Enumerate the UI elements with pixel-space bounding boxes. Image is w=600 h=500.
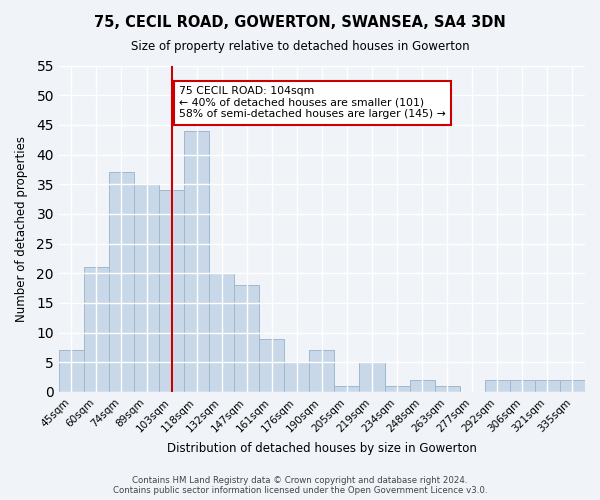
Bar — [485, 380, 510, 392]
Bar — [84, 268, 109, 392]
Bar — [410, 380, 434, 392]
X-axis label: Distribution of detached houses by size in Gowerton: Distribution of detached houses by size … — [167, 442, 477, 455]
Bar — [434, 386, 460, 392]
Bar — [334, 386, 359, 392]
Bar — [560, 380, 585, 392]
Bar — [359, 362, 385, 392]
Bar — [385, 386, 410, 392]
Y-axis label: Number of detached properties: Number of detached properties — [15, 136, 28, 322]
Bar — [59, 350, 84, 392]
Bar — [184, 131, 209, 392]
Bar — [159, 190, 184, 392]
Bar — [310, 350, 334, 392]
Bar — [109, 172, 134, 392]
Bar — [259, 338, 284, 392]
Text: Size of property relative to detached houses in Gowerton: Size of property relative to detached ho… — [131, 40, 469, 53]
Text: 75 CECIL ROAD: 104sqm
← 40% of detached houses are smaller (101)
58% of semi-det: 75 CECIL ROAD: 104sqm ← 40% of detached … — [179, 86, 446, 120]
Bar — [535, 380, 560, 392]
Bar — [284, 362, 310, 392]
Bar — [134, 184, 159, 392]
Text: 75, CECIL ROAD, GOWERTON, SWANSEA, SA4 3DN: 75, CECIL ROAD, GOWERTON, SWANSEA, SA4 3… — [94, 15, 506, 30]
Text: Contains HM Land Registry data © Crown copyright and database right 2024.
Contai: Contains HM Land Registry data © Crown c… — [113, 476, 487, 495]
Bar — [209, 273, 234, 392]
Bar — [234, 285, 259, 392]
Bar — [510, 380, 535, 392]
